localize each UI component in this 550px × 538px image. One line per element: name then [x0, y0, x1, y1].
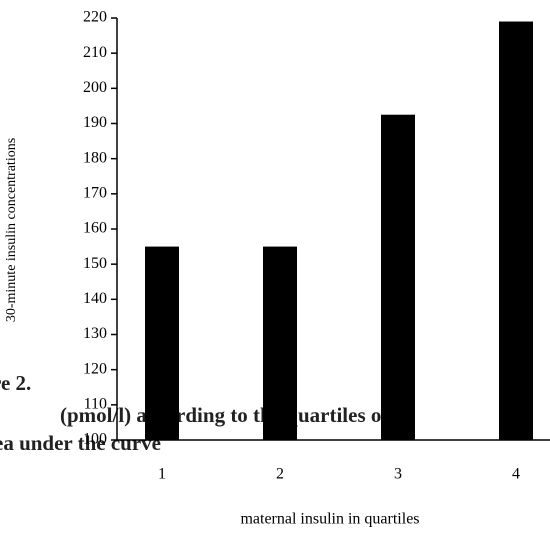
y-tick-label: 180: [83, 149, 107, 166]
x-tick-label: 3: [394, 466, 402, 483]
y-tick-label: 120: [83, 360, 107, 377]
x-tick-label: 1: [158, 466, 166, 483]
y-tick-label: 150: [83, 255, 107, 272]
y-axis-label: 30-minute insulin concentrations: [4, 138, 19, 322]
y-tick-label: 100: [83, 431, 107, 448]
x-tick-label: 4: [512, 466, 520, 483]
x-axis-label: maternal insulin in quartiles: [240, 511, 419, 528]
y-tick-label: 160: [83, 220, 107, 237]
background-text: ea under the curve: [0, 431, 161, 455]
y-tick-label: 110: [84, 396, 107, 413]
bar: [263, 246, 297, 440]
y-tick-label: 210: [83, 44, 107, 61]
y-tick-label: 130: [83, 325, 107, 342]
y-tick-label: 190: [83, 114, 107, 131]
y-tick-label: 140: [83, 290, 107, 307]
bar: [499, 21, 533, 441]
y-tick-label: 170: [83, 185, 107, 202]
y-tick-label: 220: [83, 9, 107, 26]
bar: [381, 114, 415, 440]
y-tick-label: 200: [83, 79, 107, 96]
bar: [145, 246, 179, 440]
background-text: (pmol/l) according to the quartiles of: [60, 403, 389, 427]
x-tick-label: 2: [276, 466, 284, 483]
background-text: re 2.: [0, 371, 31, 395]
